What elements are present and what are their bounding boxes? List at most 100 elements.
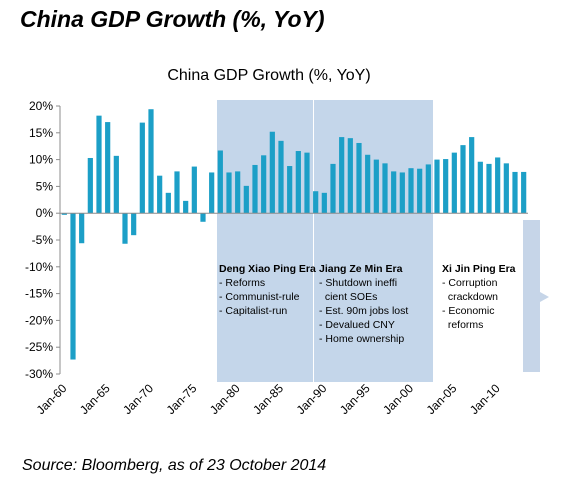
bar-1974 bbox=[183, 200, 189, 214]
era-item: - Est. 90m jobs lost bbox=[319, 305, 408, 317]
x-tick-label: Jan-95 bbox=[337, 381, 373, 417]
era-item: - Communist-rule bbox=[219, 291, 300, 303]
bar-1986 bbox=[287, 166, 293, 214]
y-tick-label: -5% bbox=[32, 233, 54, 247]
y-tick-label: -20% bbox=[25, 313, 53, 327]
bar-1961 bbox=[70, 213, 76, 360]
bar-2005 bbox=[451, 152, 457, 214]
x-tick-label: Jan-00 bbox=[380, 381, 416, 417]
bar-1966 bbox=[113, 155, 119, 214]
era-title: Deng Xiao Ping Era bbox=[219, 263, 316, 275]
bar-1998 bbox=[391, 171, 397, 214]
bar-1989 bbox=[313, 191, 319, 214]
bar-1978 bbox=[217, 150, 223, 214]
bar-2009 bbox=[486, 163, 492, 214]
bar-1992 bbox=[339, 137, 345, 214]
bar-1976 bbox=[200, 213, 206, 222]
era-item: - Economic bbox=[442, 305, 495, 317]
bar-1994 bbox=[356, 142, 362, 214]
x-tick-label: Jan-75 bbox=[164, 381, 200, 417]
x-tick-label: Jan-60 bbox=[34, 381, 70, 417]
bar-1970 bbox=[148, 109, 154, 214]
bar-1991 bbox=[330, 163, 336, 214]
bar-1987 bbox=[295, 151, 301, 214]
bar-2006 bbox=[460, 145, 466, 214]
bar-1985 bbox=[278, 140, 284, 214]
bar-1982 bbox=[252, 164, 258, 214]
era-item: - Corruption bbox=[442, 277, 498, 289]
bar-1975 bbox=[191, 166, 197, 214]
era-item: cient SOEs bbox=[319, 291, 377, 303]
y-tick-label: 10% bbox=[29, 153, 53, 167]
bar-2002 bbox=[425, 164, 431, 214]
bar-1973 bbox=[174, 171, 180, 214]
x-tick-label: Jan-65 bbox=[77, 381, 113, 417]
era-item: crackdown bbox=[442, 291, 498, 303]
y-tick-label: -15% bbox=[25, 287, 53, 301]
x-tick-label: Jan-10 bbox=[467, 381, 503, 417]
era-item: - Home ownership bbox=[319, 333, 404, 345]
bar-1960 bbox=[61, 213, 67, 215]
bar-1979 bbox=[226, 172, 232, 214]
y-tick-label: 0% bbox=[36, 206, 54, 220]
era-item: - Reforms bbox=[219, 277, 265, 289]
future-arrow-icon bbox=[540, 292, 549, 302]
bar-1969 bbox=[139, 122, 145, 214]
era-item: - Devalued CNY bbox=[319, 319, 395, 331]
bar-1963 bbox=[87, 157, 93, 214]
bar-2012 bbox=[512, 171, 518, 214]
bar-2007 bbox=[469, 137, 475, 214]
y-tick-label: -25% bbox=[25, 340, 53, 354]
y-tick-label: -30% bbox=[25, 367, 53, 381]
era-annotation: Xi Jin Ping Era - Corruption crackdown - E… bbox=[442, 263, 516, 331]
bar-2010 bbox=[495, 157, 501, 214]
era-title: Xi Jin Ping Era bbox=[442, 263, 516, 275]
era-annotation: Jiang Ze Min Era - Shutdown ineffi cient … bbox=[319, 263, 408, 345]
x-tick-label: Jan-05 bbox=[424, 381, 460, 417]
era-band-deng bbox=[217, 100, 313, 382]
source-note: Source: Bloomberg, as of 23 October 2014 bbox=[22, 457, 327, 474]
bar-1997 bbox=[382, 163, 388, 214]
bar-1977 bbox=[209, 172, 215, 214]
era-annotation: Deng Xiao Ping Era - Reforms - Communist-r… bbox=[219, 263, 316, 317]
bar-2000 bbox=[408, 168, 414, 214]
bar-2008 bbox=[477, 161, 483, 214]
bar-1965 bbox=[105, 122, 111, 214]
era-band-jiang bbox=[314, 100, 433, 382]
x-tick-label: Jan-85 bbox=[250, 381, 286, 417]
bar-1999 bbox=[399, 172, 405, 214]
bar-2011 bbox=[503, 163, 509, 214]
era-title: Jiang Ze Min Era bbox=[319, 263, 403, 275]
bar-2001 bbox=[417, 168, 423, 214]
x-tick-label: Jan-90 bbox=[294, 381, 330, 417]
bar-1988 bbox=[304, 152, 310, 214]
bar-1984 bbox=[269, 131, 275, 214]
chart-title: China GDP Growth (%, YoY) bbox=[167, 67, 370, 84]
bar-1967 bbox=[122, 213, 128, 244]
y-tick-label: 20% bbox=[29, 99, 53, 113]
slide-title: China GDP Growth (%, YoY) bbox=[20, 6, 325, 32]
bar-1980 bbox=[235, 171, 241, 214]
y-tick-label: 15% bbox=[29, 126, 53, 140]
bar-1971 bbox=[157, 175, 163, 214]
bar-1996 bbox=[373, 159, 379, 214]
bar-2004 bbox=[443, 159, 449, 214]
y-tick-label: -10% bbox=[25, 260, 53, 274]
y-tick-label: 5% bbox=[36, 179, 54, 193]
bar-1983 bbox=[261, 155, 267, 214]
bar-1990 bbox=[321, 192, 327, 214]
era-item: - Shutdown ineffi bbox=[319, 277, 397, 289]
bar-1972 bbox=[165, 192, 171, 214]
x-tick-label: Jan-70 bbox=[120, 381, 156, 417]
bar-1968 bbox=[131, 213, 137, 236]
future-band bbox=[523, 220, 540, 372]
bar-1981 bbox=[243, 185, 249, 214]
bar-1993 bbox=[347, 138, 353, 214]
bar-1964 bbox=[96, 115, 102, 214]
x-tick-label: Jan-80 bbox=[207, 381, 243, 417]
era-item: reforms bbox=[442, 319, 483, 331]
bar-2003 bbox=[434, 159, 440, 214]
bar-1995 bbox=[365, 154, 371, 214]
bar-2013 bbox=[521, 171, 527, 214]
